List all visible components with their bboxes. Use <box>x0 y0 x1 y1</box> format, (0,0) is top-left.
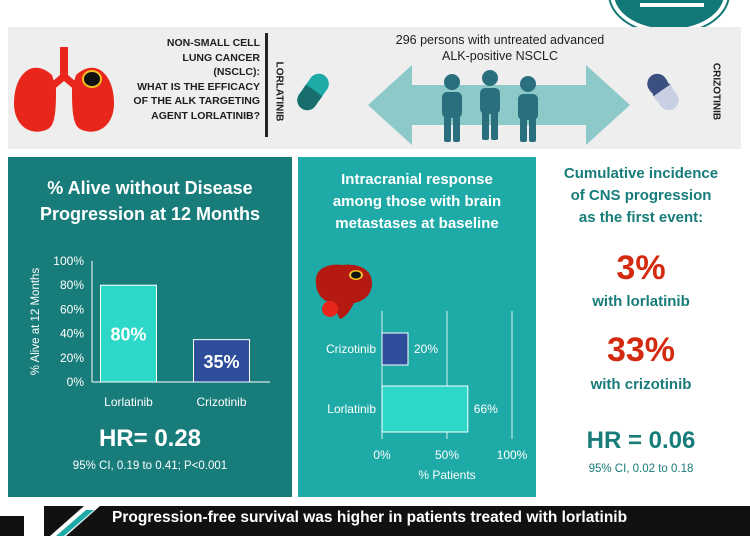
x-tick-label: 50% <box>435 448 459 462</box>
x-axis-label: % Patients <box>418 468 475 482</box>
intracranial-panel: Intracranial response among those with b… <box>298 157 536 497</box>
y-tick-label: 40% <box>60 327 84 341</box>
y-tick-label: Crizotinib <box>326 342 376 356</box>
population-description: 296 persons with untreated advanced ALK-… <box>395 33 605 63</box>
x-tick-label: 100% <box>497 448 528 462</box>
pfs-panel: % Alive without Disease Progression at 1… <box>8 157 292 497</box>
brain-icon <box>315 264 372 319</box>
footer-accent <box>0 516 24 536</box>
divider <box>265 33 268 137</box>
y-tick-label: 100% <box>53 254 84 268</box>
bar-crizotinib <box>381 332 409 366</box>
pfs-hazard-ratio: HR= 0.28 <box>98 425 202 452</box>
cns-panel: Cumulative incidence of CNS progression … <box>541 157 741 497</box>
pfs-bar-chart: 0% 20% 40% 60% 80% 100% % Alive at 12 Months 80… <box>30 254 270 409</box>
cns-crizotinib-label: with crizotinib <box>590 376 692 393</box>
y-tick-label: Lorlatinib <box>327 402 376 416</box>
pfs-confidence-interval: 95% CI, 0.19 to 0.41; P<0.001 <box>72 460 228 472</box>
bar-data-label: 20% <box>414 342 438 356</box>
pfs-chart-title: % Alive without Disease Progression at 1… <box>39 178 261 224</box>
y-tick-label: 20% <box>60 351 84 365</box>
lorlatinib-arm-label: LORLATINIB <box>273 61 285 122</box>
cns-hazard-ratio: HR = 0.06 <box>586 427 696 454</box>
y-tick-label: 80% <box>60 278 84 292</box>
y-tick-label: 0% <box>67 375 85 389</box>
y-axis-label: % Alive at 12 Months <box>30 268 42 376</box>
cns-crizotinib-percent: 33% <box>606 331 676 369</box>
pencil-icon <box>50 506 100 536</box>
bar-data-label: 66% <box>474 402 498 416</box>
bar-lorlatinib <box>381 385 469 433</box>
cns-confidence-interval: 95% CI, 0.02 to 0.18 <box>588 463 694 475</box>
intracranial-bar-chart: 0% 50% 100% % Patients Crizotinib 20% Lorlatin… <box>326 311 528 482</box>
x-tick-label: 0% <box>373 448 391 462</box>
y-tick-label: 60% <box>60 302 84 316</box>
bar-crizotinib <box>193 339 250 383</box>
pill-icon <box>647 73 679 111</box>
x-tick-label: Crizotinib <box>196 395 246 409</box>
x-tick-label: Lorlatinib <box>104 395 153 409</box>
bar-data-label: 80% <box>110 325 146 345</box>
footer-banner <box>44 506 750 536</box>
header-section: NON-SMALL CELL LUNG CANCER (NSCLC): WHAT… <box>0 0 750 155</box>
crizotinib-arm-label: CRIZOTINIB <box>710 62 722 121</box>
cns-title: Cumulative incidence of CNS progression … <box>563 165 719 226</box>
footer-conclusion: Progression-free survival was higher in … <box>112 509 628 526</box>
bar-lorlatinib <box>100 284 157 383</box>
cns-lorlatinib-label: with lorlatinib <box>592 293 690 310</box>
people-icon <box>442 70 538 142</box>
study-question: NON-SMALL CELL LUNG CANCER (NSCLC): WHAT… <box>133 37 260 122</box>
pill-icon <box>297 73 329 111</box>
study-overview-panel <box>8 27 741 149</box>
cns-lorlatinib-percent: 3% <box>616 249 666 287</box>
bar-data-label: 35% <box>203 352 239 372</box>
lung-icon <box>14 47 114 132</box>
intracranial-chart-title: Intracranial response among those with b… <box>332 171 502 232</box>
